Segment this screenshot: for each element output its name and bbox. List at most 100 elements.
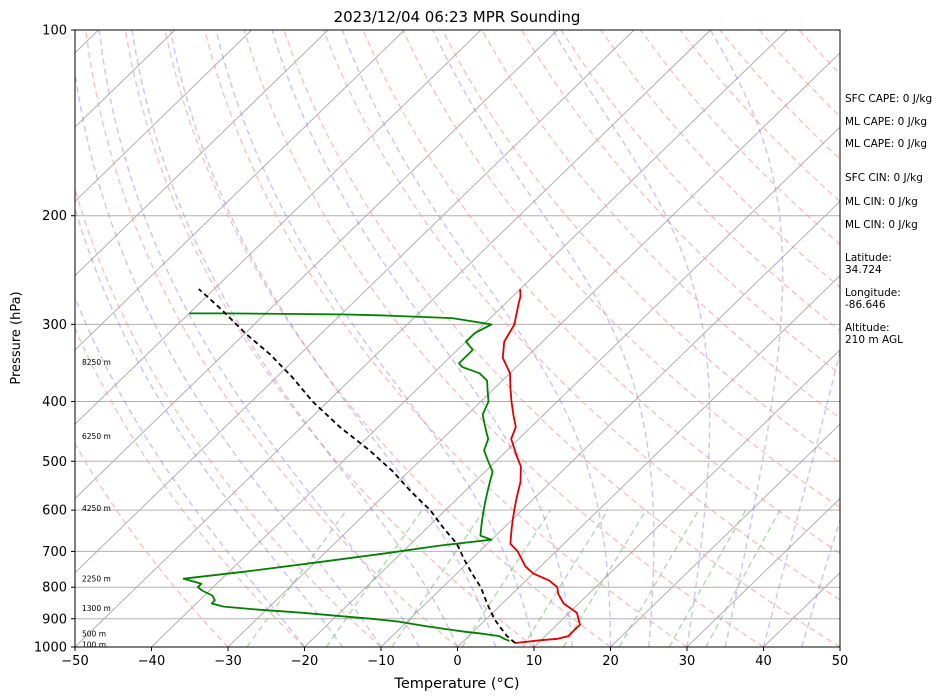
height-label: 2250 m — [82, 575, 111, 584]
ml-cin-text-2: ML CIN: 0 J/kg — [845, 219, 918, 231]
ml-cape-text-2: ML CAPE: 0 J/kg — [845, 138, 928, 150]
height-label: 6250 m — [82, 432, 111, 441]
moist-adiabat — [552, 30, 711, 647]
x-tick-label: −20 — [291, 654, 318, 669]
y-tick-label: 600 — [42, 504, 67, 519]
mixing-ratio-line — [668, 509, 747, 647]
moist-adiabat — [271, 30, 573, 647]
dry-adiabat — [85, 30, 458, 647]
longitude-value: -86.646 — [845, 299, 886, 311]
x-axis-title: Temperature (°C) — [393, 676, 519, 692]
height-label: 1300 m — [82, 604, 111, 613]
isotherm-20 — [610, 423, 840, 647]
mixing-ratio-line — [325, 509, 423, 647]
isotherm--110 — [75, 30, 252, 202]
mixing-ratio-line — [391, 509, 485, 647]
x-tick-label: 40 — [755, 654, 772, 669]
isotherm--90 — [75, 30, 405, 351]
y-tick-label: 400 — [42, 395, 67, 410]
latitude-label: Latitude: — [845, 252, 892, 264]
dry-adiabat — [75, 186, 382, 647]
x-tick-label: 20 — [602, 654, 619, 669]
mixing-ratio-line — [522, 509, 609, 647]
isotherm--10 — [380, 200, 840, 647]
y-tick-label: 700 — [42, 545, 67, 560]
x-tick-label: 0 — [453, 654, 461, 669]
ml-cape-text: ML CAPE: 0 J/kg — [845, 116, 928, 128]
isotherm--80 — [75, 30, 482, 425]
parcel-profile — [198, 288, 516, 644]
dry-adiabat — [402, 30, 840, 509]
x-tick-label: −50 — [61, 654, 88, 669]
moist-adiabat — [98, 30, 420, 647]
isotherm--70 — [75, 30, 558, 500]
moist-adiabat — [75, 67, 382, 647]
x-tick-label: 30 — [679, 654, 696, 669]
height-label: 8250 m — [82, 358, 111, 367]
mixing-ratio-line — [461, 509, 552, 647]
y-tick-label: 300 — [42, 318, 67, 333]
moist-adiabat — [169, 30, 497, 647]
moist-adiabat — [131, 30, 459, 647]
moist-adiabat — [215, 30, 535, 647]
y-tick-label: 100 — [42, 24, 67, 39]
y-tick-label: 500 — [42, 455, 67, 470]
isotherm--20 — [304, 126, 840, 647]
moist-adiabat — [432, 30, 655, 647]
chart-title: 2023/12/04 06:23 MPR Sounding — [334, 8, 581, 26]
x-tick-label: −30 — [214, 654, 241, 669]
dry-adiabat — [75, 326, 305, 647]
isotherm--50 — [75, 30, 711, 647]
x-tick-label: 50 — [832, 654, 849, 669]
mixing-ratio-line — [705, 509, 781, 647]
x-tick-label: −40 — [138, 654, 165, 669]
x-axis: −50 −40 −30 −20 −10 0 10 20 30 40 50 — [61, 647, 848, 669]
background-grid — [75, 29, 840, 648]
moist-adiabat — [762, 348, 840, 647]
latitude-value: 34.724 — [845, 264, 882, 276]
mixing-ratio-line — [562, 509, 647, 647]
dry-adiabat — [322, 30, 840, 601]
x-tick-label: 10 — [526, 654, 543, 669]
sounding-series — [182, 288, 581, 644]
y-tick-label: 200 — [42, 209, 67, 224]
y-tick-label: 900 — [42, 612, 67, 627]
isotherm-30 — [686, 497, 840, 647]
dry-adiabat — [600, 30, 840, 289]
mixing-ratio-lines — [246, 509, 781, 647]
y-tick-label: 1000 — [34, 641, 67, 656]
isotherm--100 — [75, 30, 329, 277]
dry-adiabat — [362, 30, 840, 555]
height-labels: 100 m 500 m 1300 m 2250 m 4250 m 6250 m 8250 m — [82, 358, 111, 649]
moist-adiabat — [75, 295, 306, 647]
sfc-cin-text: SFC CIN: 0 J/kg — [845, 172, 923, 184]
isotherm-10 — [533, 349, 840, 647]
moist-adiabat — [801, 517, 840, 647]
x-tick-label: −10 — [367, 654, 394, 669]
moist-adiabat — [709, 30, 784, 647]
moist-adiabats — [75, 30, 840, 647]
y-axis: 100 200 300 400 500 600 700 800 900 1000 — [34, 24, 75, 656]
dry-adiabat — [283, 30, 840, 647]
isotherm--60 — [75, 30, 635, 574]
y-tick-label: 800 — [42, 581, 67, 596]
isotherm--30 — [227, 52, 840, 647]
dry-adiabats — [75, 30, 840, 647]
dewpoint-profile — [182, 312, 510, 642]
isotherms — [75, 30, 840, 647]
height-label: 500 m — [82, 629, 106, 638]
height-label: 4250 m — [82, 504, 111, 513]
altitude-label: Altitude: — [845, 322, 890, 334]
dry-adiabat — [75, 442, 229, 647]
moist-adiabat — [75, 206, 344, 647]
altitude-value: 210 m AGL — [845, 334, 903, 346]
dry-adiabat — [124, 30, 535, 647]
mixing-ratio-line — [618, 509, 700, 647]
ml-cin-text: ML CIN: 0 J/kg — [845, 196, 918, 208]
longitude-label: Longitude: — [845, 287, 901, 299]
sfc-cape-text: SFC CAPE: 0 J/kg — [845, 93, 933, 105]
dry-adiabat — [243, 30, 764, 647]
y-axis-title: Pressure (hPa) — [9, 291, 24, 384]
height-label: 100 m — [82, 640, 106, 649]
